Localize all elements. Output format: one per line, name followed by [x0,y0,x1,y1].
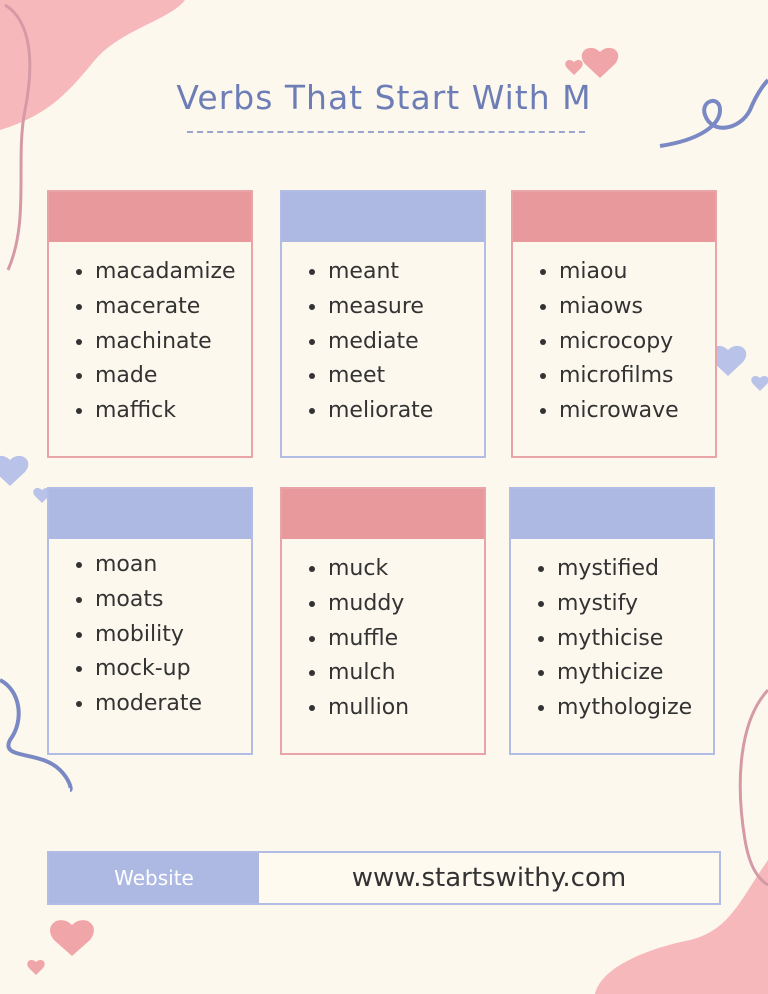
list-item: microfilms [559,359,715,394]
list-item: mulch [328,656,484,691]
list-item: miaows [559,290,715,325]
squiggle-line-right [738,688,768,887]
card-header [49,192,251,242]
list-item: mythicize [557,656,713,691]
list-item: made [95,359,251,394]
list-item: maffick [95,394,251,429]
heart-icon [565,47,619,78]
word-list: muckmuddymufflemulchmullion [282,552,484,726]
list-item: muddy [328,587,484,622]
list-item: microwave [559,394,715,429]
list-item: mullion [328,691,484,726]
website-bar: Website www.startswithy.com [47,851,721,905]
word-card: miaoumiaowsmicrocopymicrofilmsmicrowave [511,190,717,458]
card-header [49,489,251,539]
pink-blob-bottom-right [595,860,768,994]
website-label: Website [49,853,259,903]
list-item: moats [95,583,251,618]
card-header [282,489,484,539]
title-divider [187,131,585,133]
list-item: measure [328,290,484,325]
list-item: macerate [95,290,251,325]
list-item: mystify [557,587,713,622]
list-item: muck [328,552,484,587]
list-item: mythicise [557,622,713,657]
card-header [511,489,713,539]
card-header [282,192,484,242]
list-item: mythologize [557,691,713,726]
website-url[interactable]: www.startswithy.com [351,863,627,893]
list-item: machinate [95,325,251,360]
word-list: miaoumiaowsmicrocopymicrofilmsmicrowave [513,255,715,429]
word-list: moanmoatsmobilitymock-upmoderate [49,548,251,722]
card-header [513,192,715,242]
heart-icon [0,345,768,503]
list-item: moan [95,548,251,583]
word-list: macadamizemaceratemachinatemademaffick [49,255,251,429]
list-item: meet [328,359,484,394]
word-card: meantmeasuremediatemeetmeliorate [280,190,486,458]
list-item: moderate [95,687,251,722]
list-item: mystified [557,552,713,587]
list-item: miaou [559,255,715,290]
list-item: macadamize [95,255,251,290]
word-card: mystifiedmystifymythicisemythicizemythol… [509,487,715,755]
word-card: moanmoatsmobilitymock-upmoderate [47,487,253,755]
list-item: meliorate [328,394,484,429]
word-card: muckmuddymufflemulchmullion [280,487,486,755]
pink-blob-top-left [0,0,185,130]
list-item: microcopy [559,325,715,360]
list-item: mobility [95,618,251,653]
word-list: meantmeasuremediatemeetmeliorate [282,255,484,429]
squiggle-line-left [4,3,32,271]
list-item: meant [328,255,484,290]
page-title: Verbs That Start With M [176,78,592,117]
list-item: mediate [328,325,484,360]
word-card: macadamizemaceratemachinatemademaffick [47,190,253,458]
word-list: mystifiedmystifymythicisemythicizemythol… [511,552,713,726]
heart-icon [27,920,94,975]
list-item: mock-up [95,652,251,687]
squiggle-line-blue-top [659,78,768,148]
list-item: muffle [328,622,484,657]
squiggle-line-blue-left [0,678,73,792]
